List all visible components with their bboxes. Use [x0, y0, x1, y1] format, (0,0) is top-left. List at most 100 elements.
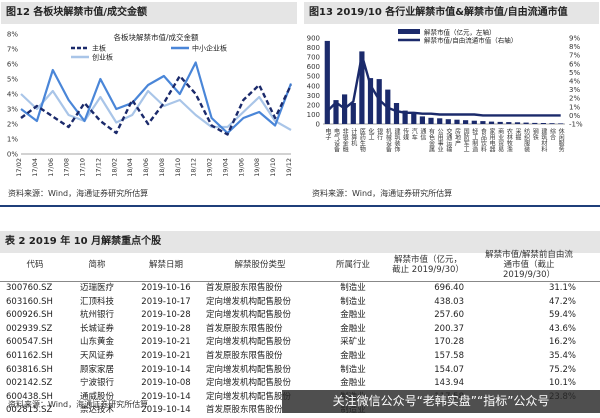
x-category-label: 电气设备: [332, 127, 339, 153]
series-line-2: [20, 89, 292, 131]
x-tick-label: 18/04: [126, 158, 134, 177]
x-category-label: 商业贸易: [497, 127, 504, 153]
cell-share-type: 首发原股东限售股份: [206, 350, 283, 361]
x-tick-label: 19/06: [237, 158, 245, 177]
x-tick-label: 18/06: [142, 158, 150, 177]
table-row: 002939.SZ 长城证券 2019-10-28 首发原股东限售股份 金融业 200.3…: [0, 323, 600, 337]
x-category-label: 农林牧渔: [505, 127, 512, 153]
bar: [497, 121, 503, 124]
cell-ratio: 59.4%: [548, 310, 576, 321]
y-tick-label: 0%: [7, 151, 18, 159]
cell-code: 002815.SZ: [6, 405, 53, 416]
bar: [376, 79, 382, 124]
cell-market-value: 170.28: [434, 337, 464, 348]
x-tick-label: 17/12: [94, 158, 102, 177]
y-tick-label: 4%: [7, 91, 18, 99]
y-right-tick-label: 8%: [569, 43, 580, 51]
x-category-label: 采掘: [514, 127, 521, 141]
table-row: 603816.SH 顾家家居 2019-10-14 定向增发机构配售股份 制造业 154.…: [0, 364, 600, 378]
x-tick-label: 17/04: [31, 158, 39, 177]
cell-ratio: 47.2%: [548, 296, 576, 307]
cell-ratio: 35.4%: [548, 350, 576, 361]
figure12-title: 图12 各板块解禁市值/成交金额: [1, 2, 297, 24]
cell-market-value: 257.60: [434, 310, 464, 321]
figure13-title: 图13 2019/10 各行业解禁市值&解禁市值/自由流通市值: [304, 2, 599, 24]
cell-share-type: 定向增发机构配售股份: [206, 364, 292, 375]
x-tick-label: 18/10: [174, 158, 182, 177]
y-right-tick-label: 9%: [569, 35, 580, 43]
col-header-ratio: 解禁市值/解禁前自由流通市值（截止 2019/9/30）: [480, 249, 600, 282]
bar: [514, 122, 521, 124]
legend-label: 创业板: [92, 53, 113, 62]
x-category-label: 银行: [376, 127, 383, 141]
cell-name: 崇达技术: [79, 405, 114, 416]
cell-industry: 金融业: [340, 310, 366, 321]
bar: [419, 116, 425, 124]
bar: [393, 103, 400, 124]
cell-name: 杭州银行: [79, 310, 114, 321]
y-left-tick-label: 300: [307, 92, 320, 100]
cell-date: 2019-10-16: [141, 283, 191, 293]
x-category-label: 休闲服务: [557, 127, 564, 153]
cell-date: 2019-10-14: [141, 364, 191, 375]
x-category-label: 综合: [549, 127, 556, 141]
cell-code: 300760.SZ: [6, 283, 53, 293]
bar: [480, 121, 486, 124]
x-category-label: 家用电器: [488, 127, 495, 153]
col-header-market-value: 解禁市值（亿元，截止 2019/9/30）: [390, 249, 480, 282]
x-category-label: 国防军工: [462, 128, 469, 152]
y-right-tick-label: -1%: [569, 121, 583, 129]
bar: [402, 110, 408, 124]
cell-share-type: 定向增发机构配售股份: [206, 337, 292, 348]
col-header-code: 代码: [0, 249, 66, 282]
x-category-label: 机械设备: [384, 127, 391, 153]
col-header-date: 解禁日期: [128, 249, 204, 282]
cell-industry: 采矿业: [340, 337, 366, 348]
cell-date: 2019-10-17: [141, 296, 191, 307]
x-category-label: 轻工制造: [471, 127, 478, 153]
cell-share-type: 定向增发机构配售股份: [206, 378, 292, 389]
x-category-label: 医药生物: [358, 128, 365, 153]
chart-title: 各板块解禁市值/成交金额: [113, 32, 199, 42]
cell-date: 2019-10-28: [141, 310, 191, 321]
bar: [367, 78, 374, 124]
bar: [350, 103, 356, 124]
x-category-label: 通信: [419, 127, 426, 141]
cell-code: 603160.SH: [6, 296, 53, 307]
table-row: 600547.SH 山东黄金 2019-10-21 定向增发机构配售股份 采矿业 170.…: [0, 336, 600, 350]
cell-name: 迈瑞医疗: [79, 283, 114, 293]
legend-label: 中小企业板: [192, 44, 227, 53]
bar: [428, 117, 434, 124]
cell-market-value: 438.03: [434, 296, 464, 307]
bar: [454, 119, 460, 124]
x-tick-label: 19/10: [269, 158, 277, 177]
cell-code: 600547.SH: [6, 337, 53, 348]
bar: [411, 112, 417, 124]
x-tick-label: 17/02: [15, 158, 23, 177]
bar: [506, 122, 512, 124]
x-category-label: 食品饮料: [479, 127, 486, 153]
table-source: 资料来源：Wind，海通证券研究所估算: [8, 400, 149, 409]
cell-date: 2019-10-21: [141, 350, 191, 361]
x-category-label: 有色金属: [428, 127, 435, 153]
cell-date: 2019-10-28: [141, 323, 191, 334]
y-left-tick-label: 900: [307, 35, 320, 43]
cell-name: 通威股份: [79, 391, 114, 402]
y-left-tick-label: 800: [307, 44, 320, 52]
cell-ratio: 43.6%: [548, 323, 576, 334]
y-left-tick-label: 700: [307, 54, 320, 62]
bar: [333, 100, 339, 124]
cell-code: 002939.SZ: [6, 323, 53, 334]
y-right-tick-label: 0%: [569, 112, 580, 120]
y-right-tick-label: 2%: [569, 95, 580, 103]
table-row: 600926.SH 杭州银行 2019-10-28 定向增发机构配售股份 金融业 257.…: [0, 309, 600, 323]
x-tick-label: 18/12: [190, 158, 198, 177]
x-category-label: 计算机: [350, 127, 357, 147]
x-tick-label: 17/06: [47, 158, 55, 177]
bar: [540, 123, 546, 124]
y-tick-label: 6%: [7, 61, 18, 69]
x-tick-label: 17/08: [63, 158, 71, 177]
cell-share-type: 定向增发机构配售股份: [206, 296, 292, 307]
bar: [359, 51, 365, 124]
